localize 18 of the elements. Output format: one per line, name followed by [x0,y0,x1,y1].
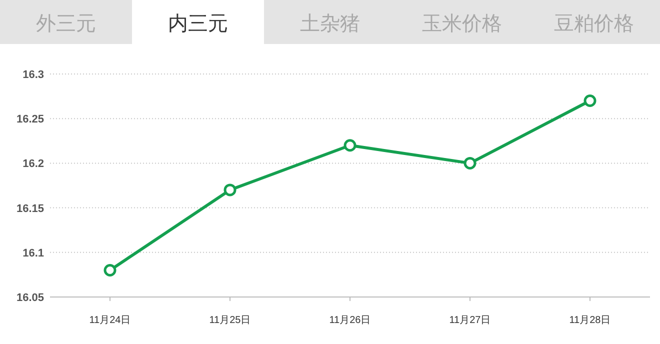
tabs: 外三元 内三元 土杂猪 玉米价格 豆粕价格 [0,0,660,44]
point [104,264,116,276]
y-tick-label: 16.25 [16,114,44,126]
y-tick-label: 16.05 [16,292,44,304]
x-tick-label: 11月28日 [569,315,611,326]
point [584,94,596,108]
x-tick-label: 11月25日 [209,315,251,326]
point [344,139,356,152]
x-tick-label: 11月24日 [89,315,131,326]
x-tick-label: 11月26日 [329,315,371,326]
point [464,156,476,170]
chart-title: 内三元 [168,13,228,35]
y-tick-label: 16.2 [22,158,44,170]
point [224,184,236,196]
y-tick-label: 16.15 [16,202,44,215]
y-tick-label: 16.3 [22,69,44,81]
y-tick-label: 16.1 [22,247,44,260]
x-tick-label: 11月27日 [449,315,491,326]
